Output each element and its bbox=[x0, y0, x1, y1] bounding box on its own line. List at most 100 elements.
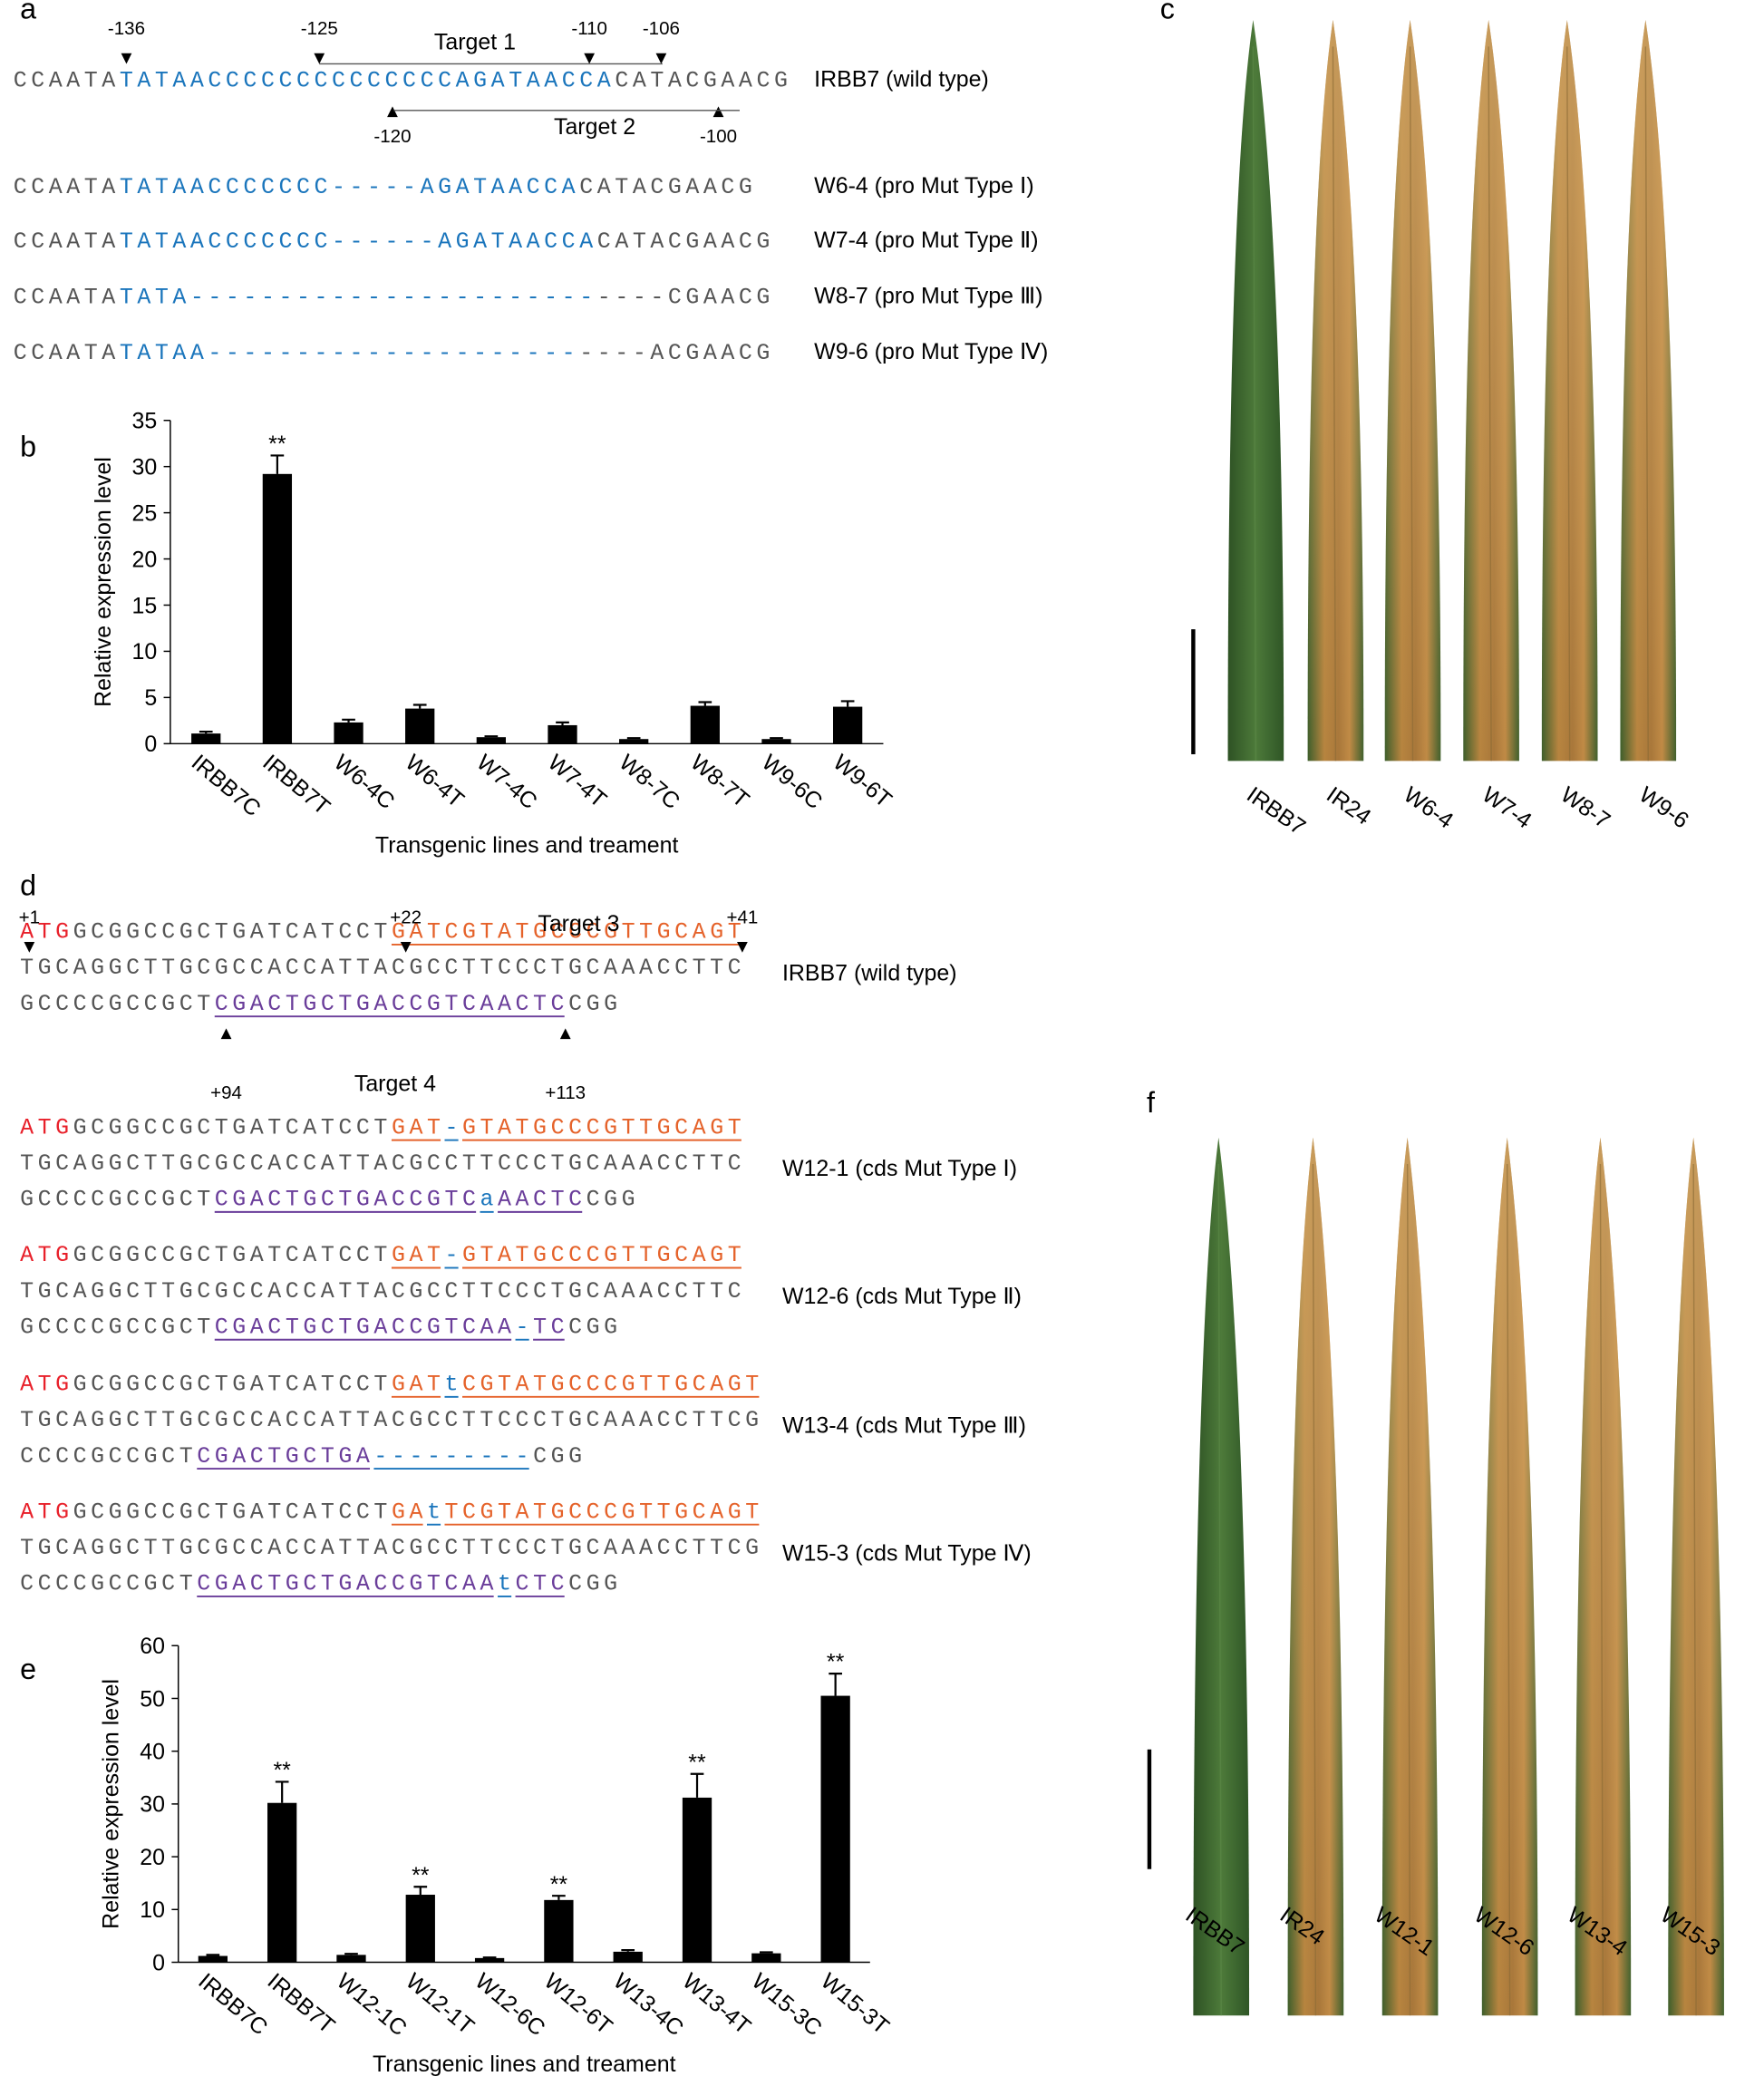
sequence-segment: GTATGCCCGTTGCAGT bbox=[462, 1243, 745, 1268]
sequence-segment: GA bbox=[392, 1499, 427, 1525]
bar bbox=[832, 706, 863, 744]
sequence-segment: CGACTGCTGACCGTC bbox=[215, 1188, 480, 1213]
leaf-tip bbox=[1668, 1137, 1724, 2016]
row-label: W12-1 (cds Mut Type Ⅰ) bbox=[782, 1156, 1017, 1181]
leaf-midrib bbox=[1488, 46, 1492, 762]
sequence-segment: CCAATA bbox=[14, 286, 120, 311]
sequence-segment: CCCCGCCGCT bbox=[20, 1444, 197, 1470]
sequence-segment: CATACGAACG bbox=[597, 229, 774, 255]
row-label: W8-7 (pro Mut Type Ⅲ) bbox=[814, 284, 1042, 309]
sequence-segment: CGACTGCTGACCGTCAA bbox=[215, 1315, 516, 1340]
sequence-segment: GAT bbox=[392, 1115, 445, 1140]
sequence-segment: --------- bbox=[373, 1444, 533, 1470]
arrowhead bbox=[121, 53, 132, 64]
leaf-blade bbox=[1193, 1137, 1250, 2016]
y-tick-label: 30 bbox=[131, 454, 157, 480]
arrowhead bbox=[400, 941, 412, 953]
sequence-segment: CGACTGCTGACCGTCAA bbox=[197, 1572, 498, 1597]
leaf bbox=[1620, 20, 1677, 762]
leaf bbox=[1193, 1137, 1250, 2016]
leaf-label: IRBB7 bbox=[1242, 781, 1310, 839]
arrowhead bbox=[559, 1028, 571, 1040]
x-tick-label: IRBB7T bbox=[257, 750, 334, 820]
significance-label: ** bbox=[273, 1758, 291, 1783]
position-label: -125 bbox=[301, 18, 338, 39]
bar bbox=[267, 1802, 297, 1963]
sequence-segment: CGG bbox=[533, 1444, 586, 1470]
arrowhead bbox=[387, 106, 398, 118]
y-tick-label: 30 bbox=[140, 1792, 165, 1818]
leaf-midrib bbox=[1406, 1164, 1411, 2016]
x-axis-label: Transgenic lines and treament bbox=[373, 2052, 676, 2077]
sequence-segment: a bbox=[480, 1188, 499, 1213]
y-tick-label: 50 bbox=[140, 1686, 165, 1712]
bar bbox=[191, 733, 221, 744]
sequence-segment: AACTC bbox=[498, 1188, 586, 1213]
sequence-segment: ATG bbox=[20, 1243, 73, 1268]
y-tick-label: 10 bbox=[140, 1897, 165, 1923]
leaf bbox=[1307, 20, 1364, 762]
x-tick-label: W6-4C bbox=[329, 750, 399, 814]
leaf-tip bbox=[1381, 1137, 1439, 2016]
bar bbox=[820, 1695, 850, 1963]
y-tick-label: 40 bbox=[140, 1739, 165, 1764]
sequence-segment: GCCCCGCCGCT bbox=[20, 992, 215, 1017]
x-tick-label: W12-6C bbox=[470, 1968, 550, 2041]
leaf-midrib bbox=[1217, 1164, 1222, 2016]
bar bbox=[682, 1797, 712, 1963]
x-tick-label: W7-4T bbox=[543, 750, 611, 813]
leaf-label: W9-6 bbox=[1634, 781, 1693, 833]
target-label: Target 2 bbox=[554, 114, 635, 140]
sequence-segment: CCAATA bbox=[14, 341, 120, 366]
sequence-segment: TATAACCCCCCC-----AGATAACCA bbox=[120, 175, 579, 200]
bar bbox=[476, 737, 506, 744]
position-label: -106 bbox=[643, 18, 680, 39]
x-tick-label: IRBB7C bbox=[193, 1968, 272, 2040]
error-bar bbox=[626, 737, 641, 740]
leaf-tip bbox=[1384, 20, 1441, 762]
target-label: Target 1 bbox=[434, 29, 516, 54]
error-bar bbox=[690, 1772, 704, 1798]
leaf-midrib bbox=[1312, 1164, 1317, 2016]
error-bar bbox=[275, 1780, 289, 1803]
x-tick-label: W15-3T bbox=[816, 1968, 894, 2039]
sequence-segment: CGG bbox=[568, 992, 622, 1017]
y-tick-label: 25 bbox=[131, 500, 157, 526]
leaf-midrib bbox=[1252, 46, 1257, 762]
error-bar bbox=[342, 718, 355, 723]
leaf-midrib bbox=[1409, 46, 1414, 762]
x-tick-label: W13-4C bbox=[608, 1968, 688, 2041]
bar bbox=[405, 708, 435, 744]
bar bbox=[334, 722, 363, 744]
sequence-segment: t bbox=[427, 1499, 445, 1525]
leaf-blade bbox=[1227, 20, 1284, 762]
sequence-segment: - bbox=[516, 1315, 534, 1340]
sequence-segment: GCCCCGCCGCT bbox=[20, 1315, 215, 1340]
sequence-segment: GATCGTATGCCCGTTGCAGT bbox=[392, 920, 745, 946]
sequence-segment: TGCAGGCTTGCGCCACCATTACGCCTTCCCTGCAAACCTT… bbox=[20, 1151, 745, 1177]
row-label: IRBB7 (wild type) bbox=[814, 66, 989, 92]
error-bar bbox=[621, 1949, 635, 1952]
sequence-segment: CGACTGCTGA bbox=[197, 1444, 373, 1470]
position-label: +113 bbox=[545, 1082, 586, 1103]
row-label: W13-4 (cds Mut Type Ⅲ) bbox=[782, 1412, 1026, 1438]
y-tick-label: 5 bbox=[144, 685, 157, 711]
leaf-tip bbox=[1575, 1137, 1632, 2016]
sequence-segment: TC bbox=[533, 1315, 568, 1340]
error-bar bbox=[344, 1953, 358, 1955]
row-label: W15-3 (cds Mut Type Ⅳ) bbox=[782, 1540, 1032, 1566]
leaf bbox=[1384, 20, 1441, 762]
x-axis-label: Transgenic lines and treament bbox=[375, 833, 679, 859]
significance-label: ** bbox=[412, 1863, 430, 1888]
error-bar bbox=[484, 735, 499, 738]
sequence-segment: CGACTGCTGACCGTCAACTC bbox=[215, 992, 568, 1017]
leaf bbox=[1227, 20, 1284, 762]
y-axis-label: Relative expression level bbox=[91, 457, 116, 707]
bar bbox=[198, 1955, 228, 1963]
leaf bbox=[1575, 1137, 1632, 2016]
leaf bbox=[1668, 1137, 1724, 2016]
leaf-tip bbox=[1481, 1137, 1538, 2016]
leaf bbox=[1381, 1137, 1439, 2016]
error-bar bbox=[412, 703, 427, 709]
sequence-segment: GAT bbox=[392, 1243, 445, 1268]
